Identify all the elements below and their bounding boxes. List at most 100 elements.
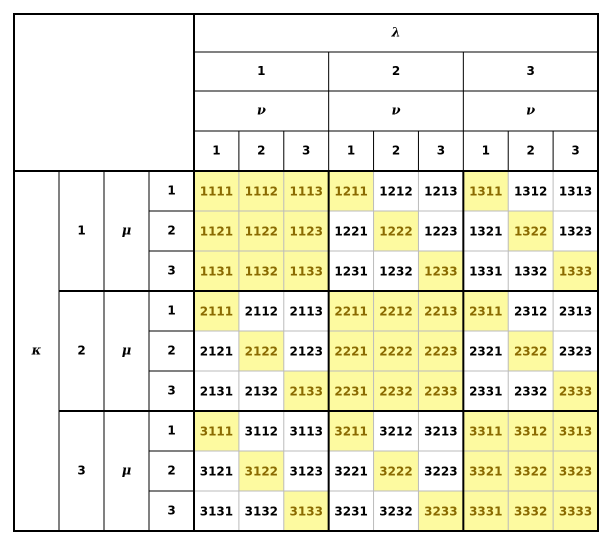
cell-value: 3113 bbox=[290, 425, 323, 439]
cell-value: 3133 bbox=[290, 505, 323, 519]
cell-value: 1222 bbox=[379, 225, 412, 239]
cell bbox=[463, 291, 509, 331]
cell-value: 2223 bbox=[424, 345, 457, 359]
cell bbox=[238, 411, 284, 451]
cell-value: 2221 bbox=[334, 345, 367, 359]
cell bbox=[283, 171, 329, 211]
cell bbox=[328, 371, 374, 411]
cell bbox=[373, 411, 419, 451]
cell-value: 2332 bbox=[514, 385, 547, 399]
nu-value: 3 bbox=[437, 144, 445, 158]
cell bbox=[463, 251, 509, 291]
cell-value: 1111 bbox=[200, 185, 233, 199]
cell bbox=[508, 171, 554, 211]
mu-label: μ bbox=[122, 464, 132, 479]
cell bbox=[418, 251, 464, 291]
cell-value: 1211 bbox=[334, 185, 367, 199]
cell bbox=[373, 291, 419, 331]
cell-value: 2312 bbox=[514, 305, 547, 319]
cell-value: 1332 bbox=[514, 265, 547, 279]
cell bbox=[283, 331, 329, 371]
nu-value: 1 bbox=[212, 144, 220, 158]
cell-value: 3331 bbox=[469, 505, 502, 519]
cell bbox=[508, 491, 554, 531]
cell bbox=[373, 491, 419, 531]
cell-value: 1213 bbox=[424, 185, 457, 199]
cell-value: 2213 bbox=[424, 305, 457, 319]
cell bbox=[194, 171, 239, 211]
cell-value: 3121 bbox=[200, 465, 233, 479]
kappa-value: 3 bbox=[77, 464, 85, 478]
cell bbox=[463, 371, 509, 411]
cell bbox=[283, 371, 329, 411]
cell-value: 2211 bbox=[334, 305, 367, 319]
cell-value: 3123 bbox=[290, 465, 323, 479]
cell-value: 2111 bbox=[200, 305, 233, 319]
cell-value: 1122 bbox=[245, 225, 278, 239]
cell-value: 3332 bbox=[514, 505, 547, 519]
cell-value: 1311 bbox=[469, 185, 502, 199]
cell bbox=[508, 331, 554, 371]
cell bbox=[508, 411, 554, 451]
cell bbox=[553, 491, 598, 531]
cell-value: 3122 bbox=[245, 465, 278, 479]
cell bbox=[553, 291, 598, 331]
cell bbox=[373, 171, 419, 211]
cell-value: 1322 bbox=[514, 225, 547, 239]
cell-value: 2331 bbox=[469, 385, 502, 399]
cell bbox=[418, 291, 464, 331]
cell-value: 1113 bbox=[290, 185, 323, 199]
cell bbox=[238, 171, 284, 211]
cell bbox=[238, 371, 284, 411]
cell-value: 3322 bbox=[514, 465, 547, 479]
cell bbox=[418, 491, 464, 531]
cell-value: 3321 bbox=[469, 465, 502, 479]
cell bbox=[418, 411, 464, 451]
cell-value: 1331 bbox=[469, 265, 502, 279]
nu-value: 2 bbox=[392, 144, 400, 158]
cell-value: 2232 bbox=[379, 385, 412, 399]
cell bbox=[553, 451, 598, 491]
mu-value: 3 bbox=[167, 384, 175, 398]
cell bbox=[418, 211, 464, 251]
cell bbox=[238, 291, 284, 331]
cell bbox=[283, 411, 329, 451]
cell bbox=[194, 331, 239, 371]
cell-value: 1132 bbox=[245, 265, 278, 279]
cell bbox=[418, 451, 464, 491]
cell-value: 1333 bbox=[559, 265, 592, 279]
kappa-value: 2 bbox=[77, 344, 85, 358]
cell-value: 2122 bbox=[245, 345, 278, 359]
cell-value: 2311 bbox=[469, 305, 502, 319]
cell bbox=[508, 291, 554, 331]
labels: 1111 1112 1113 1211 1212 1213 1311 1312 13131121… bbox=[31, 26, 593, 519]
cell bbox=[328, 251, 374, 291]
cell-value: 3211 bbox=[334, 425, 367, 439]
cell bbox=[463, 211, 509, 251]
cell-value: 3312 bbox=[514, 425, 547, 439]
cell bbox=[283, 291, 329, 331]
cell bbox=[238, 251, 284, 291]
cell-value: 2131 bbox=[200, 385, 233, 399]
lines bbox=[13, 13, 599, 532]
cell-value: 2133 bbox=[290, 385, 323, 399]
cell-value: 2123 bbox=[290, 345, 323, 359]
nu-value: 2 bbox=[257, 144, 265, 158]
cell-value: 2113 bbox=[290, 305, 323, 319]
cell bbox=[238, 211, 284, 251]
kappa-value: 1 bbox=[77, 224, 85, 238]
cell bbox=[283, 251, 329, 291]
cell bbox=[238, 331, 284, 371]
cell bbox=[328, 491, 374, 531]
cell bbox=[553, 371, 598, 411]
cell-value: 3333 bbox=[559, 505, 592, 519]
cell bbox=[373, 371, 419, 411]
cell bbox=[553, 411, 598, 451]
mu-value: 2 bbox=[167, 464, 175, 478]
cell-value: 3111 bbox=[200, 425, 233, 439]
mu-value: 1 bbox=[167, 424, 175, 438]
cell bbox=[463, 451, 509, 491]
cell-value: 3112 bbox=[245, 425, 278, 439]
lambda-value: 3 bbox=[526, 64, 534, 78]
cell-value: 3132 bbox=[245, 505, 278, 519]
